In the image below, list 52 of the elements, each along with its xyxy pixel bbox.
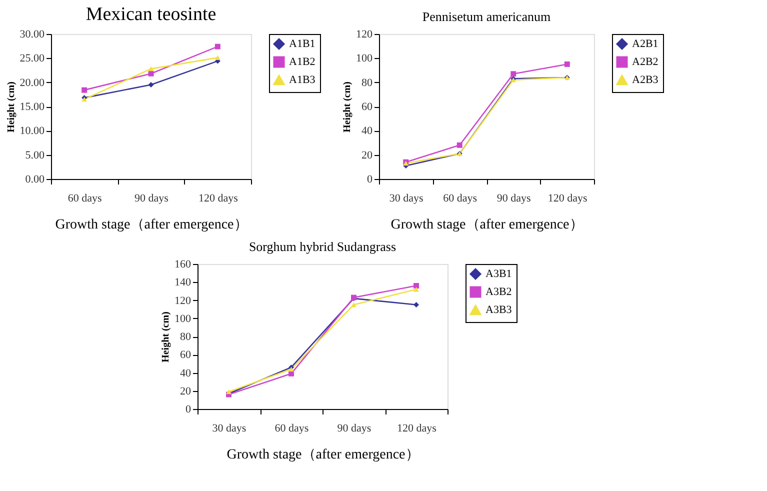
legend-label: A2B2 [632, 56, 658, 68]
y-tick-label: 0 [367, 174, 373, 186]
y-tick-label: 15.00 [20, 101, 45, 113]
y-tick-label: 0.00 [25, 174, 45, 186]
y-axis-title: Height (cm) [6, 82, 17, 132]
y-tick-label: 160 [174, 258, 192, 270]
legend-label: A3B3 [486, 304, 512, 316]
y-axis-title: Height (cm) [342, 82, 353, 132]
x-tick-label: 90 days [337, 422, 372, 434]
legend-label: A3B1 [486, 268, 512, 280]
x-tick-label: 60 days [274, 422, 309, 434]
y-tick-label: 10.00 [20, 125, 45, 138]
legend-label: A1B3 [289, 74, 316, 86]
y-tick-label: 120 [174, 294, 192, 307]
y-tick-label: 40 [362, 125, 373, 138]
y-tick-label: 60 [180, 349, 192, 362]
x-tick-label: 120 days [198, 192, 238, 204]
x-tick-label: 60 days [443, 192, 478, 204]
y-tick-label: 60 [362, 101, 373, 113]
y-tick-label: 25.00 [20, 52, 45, 65]
y-tick-label: 120 [356, 28, 373, 40]
y-tick-label: 80 [180, 331, 192, 343]
x-tick-label: 30 days [389, 192, 424, 204]
x-tick-label: 60 days [68, 192, 102, 204]
x-tick-label: 120 days [548, 192, 588, 204]
y-tick-label: 100 [174, 312, 192, 325]
legend-label: A2B3 [632, 74, 659, 86]
y-tick-label: 140 [174, 276, 192, 289]
x-tick-label: 120 days [397, 422, 436, 434]
x-tick-label: 90 days [496, 192, 531, 204]
x-axis-title: Growth stage（after emergence） [390, 218, 584, 232]
y-tick-label: 30.00 [20, 28, 45, 40]
y-tick-label: 20 [180, 385, 192, 398]
y-tick-label: 5.00 [25, 149, 45, 162]
legend-label: A1B1 [289, 38, 316, 50]
x-axis-title: Growth stage（after emergence） [55, 218, 248, 232]
x-tick-label: 90 days [134, 192, 168, 204]
y-tick-label: 20 [362, 149, 373, 162]
y-tick-label: 80 [362, 76, 373, 89]
legend-label: A1B2 [289, 56, 316, 68]
y-tick-label: 40 [180, 367, 192, 380]
y-tick-label: 0 [186, 404, 192, 416]
chart-title: Pennisetum americanum [422, 9, 551, 24]
y-tick-label: 100 [356, 52, 373, 65]
y-axis-title: Height (cm) [160, 312, 172, 362]
legend-label: A3B2 [486, 286, 512, 298]
y-tick-label: 20.00 [20, 76, 45, 89]
x-axis-title: Growth stage（after emergence） [226, 448, 420, 462]
legend-label: A2B1 [632, 38, 658, 50]
chart-title: Mexican teosinte [86, 4, 216, 25]
x-tick-label: 30 days [212, 422, 246, 434]
chart-title: Sorghum hybrid Sudangrass [248, 239, 396, 254]
